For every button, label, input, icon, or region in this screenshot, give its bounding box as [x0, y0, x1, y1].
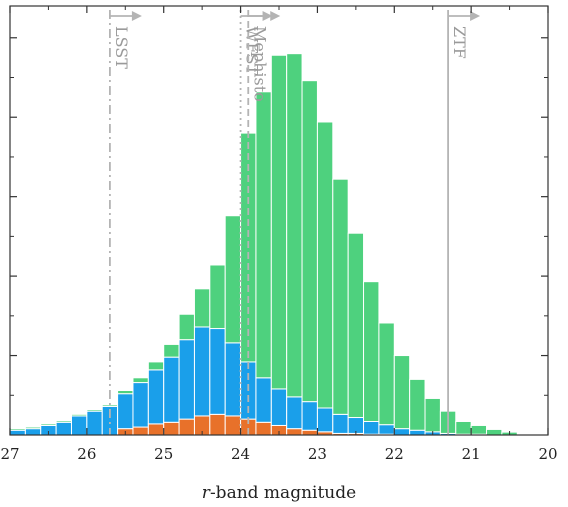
bar-series3-bin27	[409, 378, 426, 431]
bar-series3-bin8	[117, 390, 134, 395]
bar-series3-bin26	[393, 355, 411, 430]
bar-series3-bin19	[286, 53, 303, 398]
bar-series2-bin10	[147, 369, 165, 425]
x-tick-label: 24	[231, 445, 250, 463]
bar-series2-bin13	[193, 326, 211, 417]
bar-series3-bin5	[70, 413, 88, 417]
ztf-limit-label: ZTF	[450, 26, 469, 59]
bar-series2-bin20	[301, 401, 318, 431]
bar-series3-bin2	[24, 426, 42, 430]
bar-series2-bin22	[332, 413, 349, 434]
bar-series2-bin12	[178, 339, 195, 420]
bar-series2-bin18	[270, 388, 288, 426]
bar-series1-bin19	[286, 428, 303, 436]
bar-series3-bin31	[470, 424, 488, 435]
bar-series2-bin19	[286, 396, 303, 430]
bar-series2-bin6	[86, 410, 103, 436]
bar-series2-bin5	[70, 415, 88, 436]
bar-series1-bin12	[178, 418, 195, 436]
x-tick-label: 27	[0, 445, 19, 463]
lsst-arrow-icon	[131, 11, 142, 21]
bar-series2-bin11	[163, 356, 180, 423]
x-tick-label: 25	[154, 445, 173, 463]
bar-series3-bin13	[193, 288, 211, 328]
bar-series2-bin24	[363, 420, 380, 435]
bar-series1-bin17	[255, 421, 272, 436]
bar-series1-bin14	[209, 413, 226, 436]
bar-series3-bin3	[40, 423, 57, 426]
bar-series3-bin10	[147, 361, 165, 371]
histogram-bars	[9, 53, 518, 436]
bar-series3-bin23	[347, 232, 365, 419]
lsst-limit-label: LSST	[112, 26, 131, 69]
bar-series2-bin2	[24, 428, 42, 436]
bar-series3-bin14	[209, 264, 226, 330]
bar-series1-bin11	[163, 421, 180, 436]
bar-series2-bin21	[316, 407, 334, 433]
x-tick-label: 20	[538, 445, 557, 463]
bar-series2-bin4	[55, 421, 72, 436]
bar-series2-bin14	[209, 328, 226, 415]
bar-series3-bin21	[316, 121, 334, 409]
bar-series2-bin27	[409, 429, 426, 436]
bar-series3-bin22	[332, 178, 349, 415]
bar-series3-bin18	[270, 54, 288, 390]
x-tick-label: 26	[77, 445, 96, 463]
bar-series3-bin7	[101, 404, 119, 407]
mephisto-arrow-icon	[270, 11, 281, 21]
x-axis-title: r-band magnitude	[202, 483, 356, 503]
bar-series3-bin15	[224, 215, 242, 344]
bar-series1-bin10	[147, 423, 165, 436]
x-tick-label: 22	[385, 445, 404, 463]
bar-series3-bin1	[9, 428, 26, 431]
wfst-limit-label: WFST	[243, 26, 262, 76]
bar-series3-bin12	[178, 313, 195, 341]
bar-series2-bin17	[255, 377, 272, 423]
bar-series3-bin32	[486, 428, 503, 436]
bar-series3-bin24	[363, 281, 380, 422]
bar-series3-bin25	[378, 322, 395, 426]
bar-series1-bin15	[224, 415, 242, 436]
bar-series2-bin1	[9, 429, 26, 436]
bar-series3-bin9	[132, 377, 149, 384]
x-tick-label: 23	[308, 445, 327, 463]
x-tick-label: 21	[462, 445, 481, 463]
bar-series3-bin30	[455, 420, 472, 435]
axis-ticks: 27 26 25 24 23 22 21 20	[0, 6, 558, 463]
bar-series2-bin9	[132, 382, 149, 428]
ztf-arrow-icon	[470, 11, 481, 21]
bar-series2-bin26	[393, 428, 411, 436]
bar-series2-bin15	[224, 342, 242, 417]
bar-series1-bin20	[301, 429, 318, 436]
mephisto-limit-label: Mephisto	[250, 26, 269, 102]
bar-series3-bin11	[163, 343, 180, 358]
bar-series3-bin6	[86, 409, 103, 412]
bar-series3-bin28	[424, 397, 441, 433]
x-axis-title-rest: -band magnitude	[210, 483, 356, 503]
x-axis-title-italic: r	[202, 483, 211, 503]
bar-series2-bin25	[378, 424, 395, 435]
bar-series1-bin9	[132, 426, 149, 436]
bar-series3-bin20	[301, 80, 318, 403]
bar-series2-bin8	[117, 393, 134, 430]
bar-series3-bin17	[255, 91, 272, 379]
bar-series3-bin4	[55, 420, 72, 423]
